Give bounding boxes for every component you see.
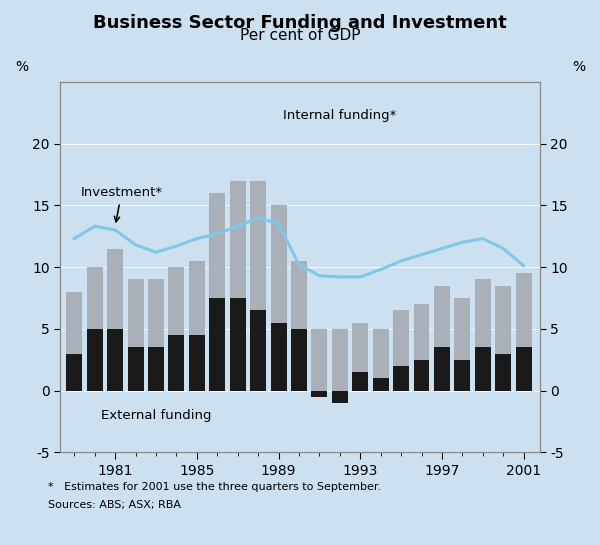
Bar <box>515 347 532 391</box>
Bar <box>434 286 450 347</box>
Bar <box>291 329 307 391</box>
Bar <box>413 304 430 360</box>
Bar <box>128 280 143 347</box>
Bar <box>495 286 511 354</box>
Bar <box>352 372 368 391</box>
Bar <box>148 347 164 391</box>
Bar <box>454 298 470 360</box>
Bar <box>434 347 450 391</box>
Bar <box>128 347 143 391</box>
Bar <box>311 329 328 391</box>
Bar <box>475 280 491 347</box>
Bar <box>291 261 307 329</box>
Text: Sources: ABS; ASX; RBA: Sources: ABS; ASX; RBA <box>48 500 181 510</box>
Bar <box>230 180 245 298</box>
Bar <box>393 366 409 391</box>
Bar <box>332 391 348 403</box>
Bar <box>107 249 123 329</box>
Bar <box>230 298 245 391</box>
Bar <box>189 261 205 335</box>
Bar <box>148 280 164 347</box>
Bar <box>373 378 389 391</box>
Bar <box>107 329 123 391</box>
Bar <box>67 354 82 391</box>
Bar <box>454 360 470 391</box>
Bar <box>393 310 409 366</box>
Bar <box>495 354 511 391</box>
Bar <box>87 267 103 329</box>
Bar <box>250 310 266 391</box>
Bar <box>352 323 368 372</box>
Text: *   Estimates for 2001 use the three quarters to September.: * Estimates for 2001 use the three quart… <box>48 482 381 492</box>
Bar <box>189 335 205 391</box>
Bar <box>311 391 328 397</box>
Bar <box>515 273 532 347</box>
Text: Per cent of GDP: Per cent of GDP <box>240 28 360 44</box>
Bar <box>271 205 287 323</box>
Text: Internal funding*: Internal funding* <box>283 109 396 122</box>
Bar <box>87 329 103 391</box>
Bar <box>332 329 348 391</box>
Text: External funding: External funding <box>101 409 211 422</box>
Bar <box>250 180 266 310</box>
Bar <box>373 329 389 378</box>
Text: %: % <box>572 60 585 74</box>
Bar <box>209 193 225 298</box>
Bar <box>67 292 82 354</box>
Bar <box>413 360 430 391</box>
Text: Business Sector Funding and Investment: Business Sector Funding and Investment <box>93 14 507 32</box>
Bar <box>209 298 225 391</box>
Text: %: % <box>15 60 28 74</box>
Bar <box>271 323 287 391</box>
Bar <box>169 335 184 391</box>
Bar <box>169 267 184 335</box>
Text: Investment*: Investment* <box>80 186 163 222</box>
Bar <box>475 347 491 391</box>
